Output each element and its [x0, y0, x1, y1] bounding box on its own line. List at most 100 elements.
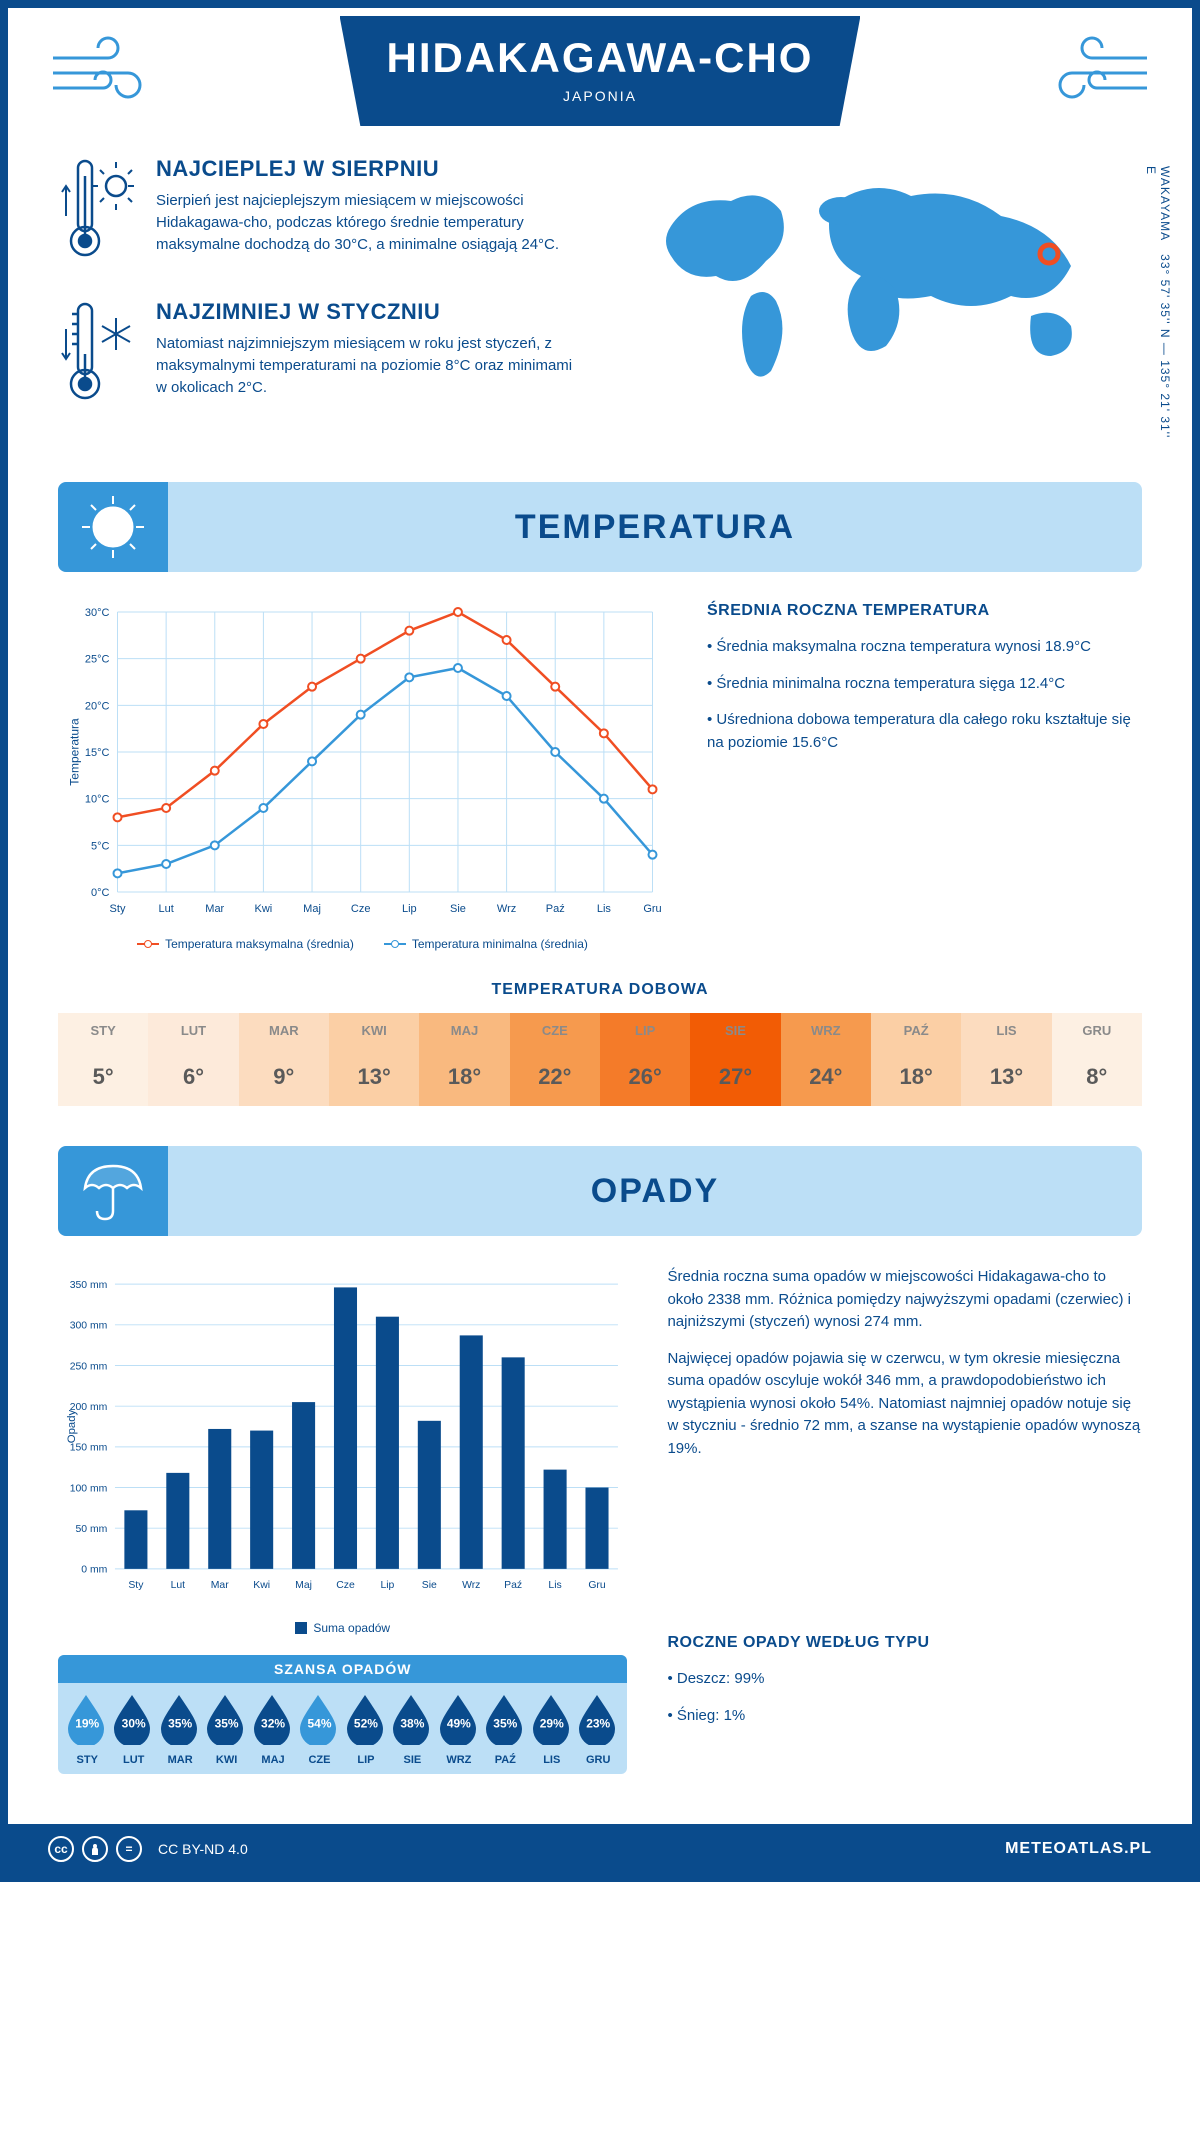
country-subtitle: JAPONIA	[340, 88, 861, 104]
raindrop-icon: 23%	[575, 1693, 621, 1750]
svg-text:Gru: Gru	[643, 903, 661, 915]
precipitation-title: OPADY	[591, 1172, 719, 1211]
chance-item: 30% LUT	[110, 1693, 156, 1766]
temperature-chart: 0°C5°C10°C15°C20°C25°C30°CStyLutMarKwiMa…	[58, 602, 667, 951]
svg-text:Lut: Lut	[171, 1580, 186, 1591]
sun-icon	[58, 482, 168, 572]
thermometer-hot-icon	[58, 156, 138, 271]
svg-text:Maj: Maj	[303, 903, 321, 915]
daily-temp-values: 5°6°9°13°18°22°26°27°24°18°13°8°	[58, 1048, 1142, 1106]
svg-text:300 mm: 300 mm	[70, 1321, 108, 1332]
raindrop-icon: 35%	[482, 1693, 528, 1750]
header: HIDAKAGAWA-CHO JAPONIA	[8, 8, 1192, 126]
chance-panel: SZANSA OPADÓW 19% STY 30% LUT 35% MAR 3	[58, 1655, 627, 1774]
header-banner: HIDAKAGAWA-CHO JAPONIA	[340, 16, 861, 126]
svg-text:Sie: Sie	[422, 1580, 437, 1591]
heat-month: STY	[58, 1013, 148, 1048]
by-icon	[82, 1836, 108, 1862]
content: NAJCIEPLEJ W SIERPNIU Sierpień jest najc…	[8, 126, 1192, 1824]
svg-text:20°C: 20°C	[85, 700, 110, 712]
fact-coldest-title: NAJZIMNIEJ W STYCZNIU	[156, 299, 580, 325]
chance-title: SZANSA OPADÓW	[58, 1655, 627, 1683]
license-text: CC BY-ND 4.0	[158, 1841, 248, 1857]
fact-coldest: NAJZIMNIEJ W STYCZNIU Natomiast najzimni…	[58, 299, 580, 414]
precipitation-section-header: OPADY	[58, 1146, 1142, 1236]
heat-value: 24°	[781, 1048, 871, 1106]
chance-item: 23% GRU	[575, 1693, 621, 1766]
infographic-page: HIDAKAGAWA-CHO JAPONIA NAJCIEPLEJ W SIER…	[0, 0, 1200, 1882]
heat-value: 9°	[239, 1048, 329, 1106]
fact-warmest-text: Sierpień jest najcieplejszym miesiącem w…	[156, 190, 580, 255]
svg-text:Lut: Lut	[158, 903, 173, 915]
heat-value: 8°	[1052, 1048, 1142, 1106]
raindrop-icon: 49%	[436, 1693, 482, 1750]
raindrop-icon: 35%	[157, 1693, 203, 1750]
daily-temp-months: STYLUTMARKWIMAJCZELIPSIEWRZPAŹLISGRU	[58, 1013, 1142, 1048]
heat-month: LIP	[600, 1013, 690, 1048]
site-name: METEOATLAS.PL	[1005, 1840, 1152, 1858]
raindrop-icon: 19%	[64, 1693, 110, 1750]
svg-text:50 mm: 50 mm	[75, 1524, 107, 1535]
heat-value: 6°	[148, 1048, 238, 1106]
svg-text:10°C: 10°C	[85, 794, 110, 806]
precip-types-title: ROCZNE OPADY WEDŁUG TYPU	[667, 1634, 1142, 1652]
heat-month: MAJ	[419, 1013, 509, 1048]
temperature-content: 0°C5°C10°C15°C20°C25°C30°CStyLutMarKwiMa…	[58, 602, 1142, 951]
footer: cc = CC BY-ND 4.0 METEOATLAS.PL	[8, 1824, 1192, 1874]
precipitation-chart: 0 mm50 mm100 mm150 mm200 mm250 mm300 mm3…	[58, 1266, 627, 1774]
umbrella-icon	[58, 1146, 168, 1236]
heat-value: 26°	[600, 1048, 690, 1106]
svg-text:350 mm: 350 mm	[70, 1280, 108, 1291]
thermometer-cold-icon	[58, 299, 138, 414]
summary-row: NAJCIEPLEJ W SIERPNIU Sierpień jest najc…	[58, 156, 1142, 442]
precipitation-content: 0 mm50 mm100 mm150 mm200 mm250 mm300 mm3…	[58, 1266, 1142, 1774]
nd-icon: =	[116, 1836, 142, 1862]
svg-text:0 mm: 0 mm	[81, 1565, 107, 1576]
chance-item: 52% LIP	[343, 1693, 389, 1766]
chance-item: 29% LIS	[529, 1693, 575, 1766]
svg-text:Lip: Lip	[380, 1580, 394, 1591]
heat-value: 27°	[690, 1048, 780, 1106]
coordinates-label: WAKAYAMA 33° 57' 35'' N — 135° 21' 31'' …	[1144, 166, 1172, 442]
license-badges: cc = CC BY-ND 4.0	[48, 1836, 248, 1862]
svg-text:250 mm: 250 mm	[70, 1361, 108, 1372]
temperature-section-header: TEMPERATURA	[58, 482, 1142, 572]
daily-temp-title: TEMPERATURA DOBOWA	[58, 981, 1142, 999]
chance-item: 54% CZE	[296, 1693, 342, 1766]
fact-warmest: NAJCIEPLEJ W SIERPNIU Sierpień jest najc…	[58, 156, 580, 271]
temperature-title: TEMPERATURA	[515, 508, 795, 547]
svg-text:Cze: Cze	[336, 1580, 355, 1591]
svg-text:Sie: Sie	[450, 903, 466, 915]
svg-text:Temperatura: Temperatura	[68, 718, 82, 786]
svg-text:0°C: 0°C	[91, 887, 110, 899]
heat-value: 13°	[961, 1048, 1051, 1106]
raindrop-icon: 35%	[203, 1693, 249, 1750]
heat-value: 18°	[871, 1048, 961, 1106]
svg-text:Wrz: Wrz	[497, 903, 516, 915]
chance-item: 35% MAR	[157, 1693, 203, 1766]
heat-month: KWI	[329, 1013, 419, 1048]
heat-month: LIS	[961, 1013, 1051, 1048]
chance-item: 19% STY	[64, 1693, 110, 1766]
svg-text:Maj: Maj	[295, 1580, 312, 1591]
wind-icon	[1032, 28, 1152, 108]
facts-column: NAJCIEPLEJ W SIERPNIU Sierpień jest najc…	[58, 156, 580, 442]
temperature-info: ŚREDNIA ROCZNA TEMPERATURA • Średnia mak…	[707, 602, 1142, 951]
svg-text:25°C: 25°C	[85, 654, 110, 666]
svg-text:Mar: Mar	[211, 1580, 229, 1591]
svg-text:100 mm: 100 mm	[70, 1483, 108, 1494]
raindrop-icon: 32%	[250, 1693, 296, 1750]
heat-month: LUT	[148, 1013, 238, 1048]
raindrop-icon: 29%	[529, 1693, 575, 1750]
svg-text:Sty: Sty	[128, 1580, 144, 1591]
svg-text:Lis: Lis	[597, 903, 612, 915]
heat-month: GRU	[1052, 1013, 1142, 1048]
svg-text:15°C: 15°C	[85, 747, 110, 759]
raindrop-icon: 30%	[110, 1693, 156, 1750]
raindrop-icon: 38%	[389, 1693, 435, 1750]
svg-text:Mar: Mar	[205, 903, 224, 915]
svg-text:150 mm: 150 mm	[70, 1443, 108, 1454]
heat-month: PAŹ	[871, 1013, 961, 1048]
heat-value: 5°	[58, 1048, 148, 1106]
fact-warmest-title: NAJCIEPLEJ W SIERPNIU	[156, 156, 580, 182]
